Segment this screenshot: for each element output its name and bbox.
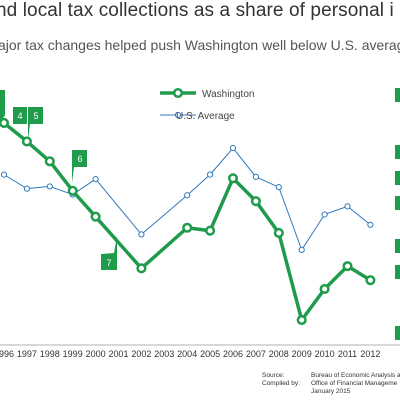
us-average-point — [46, 183, 53, 190]
legend-marker-washington — [172, 87, 184, 99]
washington-point — [365, 275, 376, 286]
x-tick-label: 2005 — [200, 349, 220, 359]
annotation-marker-4-label: 4 — [17, 111, 22, 121]
side-tab-3 — [395, 171, 400, 185]
legend-label-washington: Washington — [202, 89, 254, 100]
series-washington — [0, 117, 376, 326]
x-tick-label: 2002 — [131, 349, 151, 359]
washington-line — [2, 121, 372, 322]
series-us-average — [0, 144, 374, 253]
x-tick-label: 2010 — [315, 349, 335, 359]
washington-point — [136, 263, 147, 274]
side-tab-4 — [395, 196, 400, 210]
legend-marker-us-average — [174, 111, 182, 119]
us-average-point — [229, 144, 237, 152]
washington-point — [205, 225, 216, 236]
x-tick-label: 2001 — [108, 349, 128, 359]
annotation-marker-7 — [101, 236, 117, 270]
x-tick-label: 2012 — [360, 349, 380, 359]
x-tick-label: 1996 — [0, 349, 14, 359]
us-average-point — [23, 185, 30, 192]
us-average-point — [275, 184, 282, 191]
side-tab-1 — [395, 88, 400, 102]
x-tick-label: 2011 — [338, 349, 357, 359]
us-average-point — [367, 221, 374, 228]
washington-point — [67, 185, 78, 196]
annotation-marker-7-label: 7 — [106, 258, 111, 268]
x-tick-label: 2009 — [292, 349, 312, 359]
washington-point — [319, 283, 330, 295]
us-average-point — [92, 175, 99, 183]
legend-label-us-average: U.S. Average — [176, 111, 235, 122]
chart-subtitle: ajor tax changes helped push Washington … — [0, 37, 400, 53]
us-average-point — [321, 211, 328, 218]
annotation-markers: 4 5 6 7 — [0, 90, 117, 270]
x-tick-label: 1997 — [17, 349, 37, 359]
footer-source-value: Bureau of Economic Analysis a — [311, 372, 400, 379]
annotation-marker-6-label: 6 — [77, 154, 82, 164]
footer-compiled-value: Office of Financial Manageme — [311, 380, 398, 387]
washington-point — [296, 314, 307, 326]
x-axis-ticks: 1996199719981999200020012002200320042005… — [0, 349, 380, 359]
footer-compiled-label: Compiled by: — [262, 380, 300, 387]
footer-date: January 2015 — [311, 388, 351, 395]
us-average-point — [138, 231, 145, 238]
washington-point — [227, 173, 239, 184]
side-tab-6 — [395, 265, 400, 279]
washington-point — [182, 222, 193, 233]
x-tick-label: 2000 — [86, 349, 106, 359]
us-average-point — [298, 246, 305, 253]
x-tick-label: 2003 — [154, 349, 174, 359]
washington-point — [44, 156, 55, 167]
annotation-marker-4 — [13, 107, 27, 135]
washington-point — [273, 227, 284, 238]
washington-point — [21, 136, 32, 147]
us-average-point — [184, 192, 191, 199]
us-average-point — [207, 171, 214, 178]
x-tick-label: 2004 — [177, 349, 197, 359]
us-average-line — [3, 147, 371, 251]
us-average-point — [0, 171, 8, 178]
us-average-point — [344, 203, 351, 210]
washington-point — [0, 117, 10, 129]
annotation-marker-5-label: 5 — [33, 111, 38, 121]
us-average-point — [252, 173, 259, 180]
annotation-marker-partial — [0, 90, 5, 123]
x-tick-label: 2006 — [223, 349, 243, 359]
annotation-marker-6 — [72, 150, 87, 183]
x-tick-label: 1998 — [40, 349, 60, 359]
annotation-marker-5 — [28, 107, 43, 140]
x-tick-label: 2008 — [269, 349, 289, 359]
legend: Washington U.S. Average — [160, 87, 254, 122]
washington-point — [342, 261, 353, 272]
side-tab-5 — [395, 239, 400, 253]
footer-source-label: Source: — [262, 372, 285, 379]
chart-title: nd local tax collections as a share of p… — [0, 0, 394, 21]
x-tick-label: 2007 — [246, 349, 266, 359]
side-tab-2 — [395, 145, 400, 159]
washington-point — [90, 211, 101, 222]
side-tab-7 — [395, 326, 400, 340]
washington-point — [250, 196, 261, 207]
x-tick-label: 1999 — [63, 349, 83, 359]
